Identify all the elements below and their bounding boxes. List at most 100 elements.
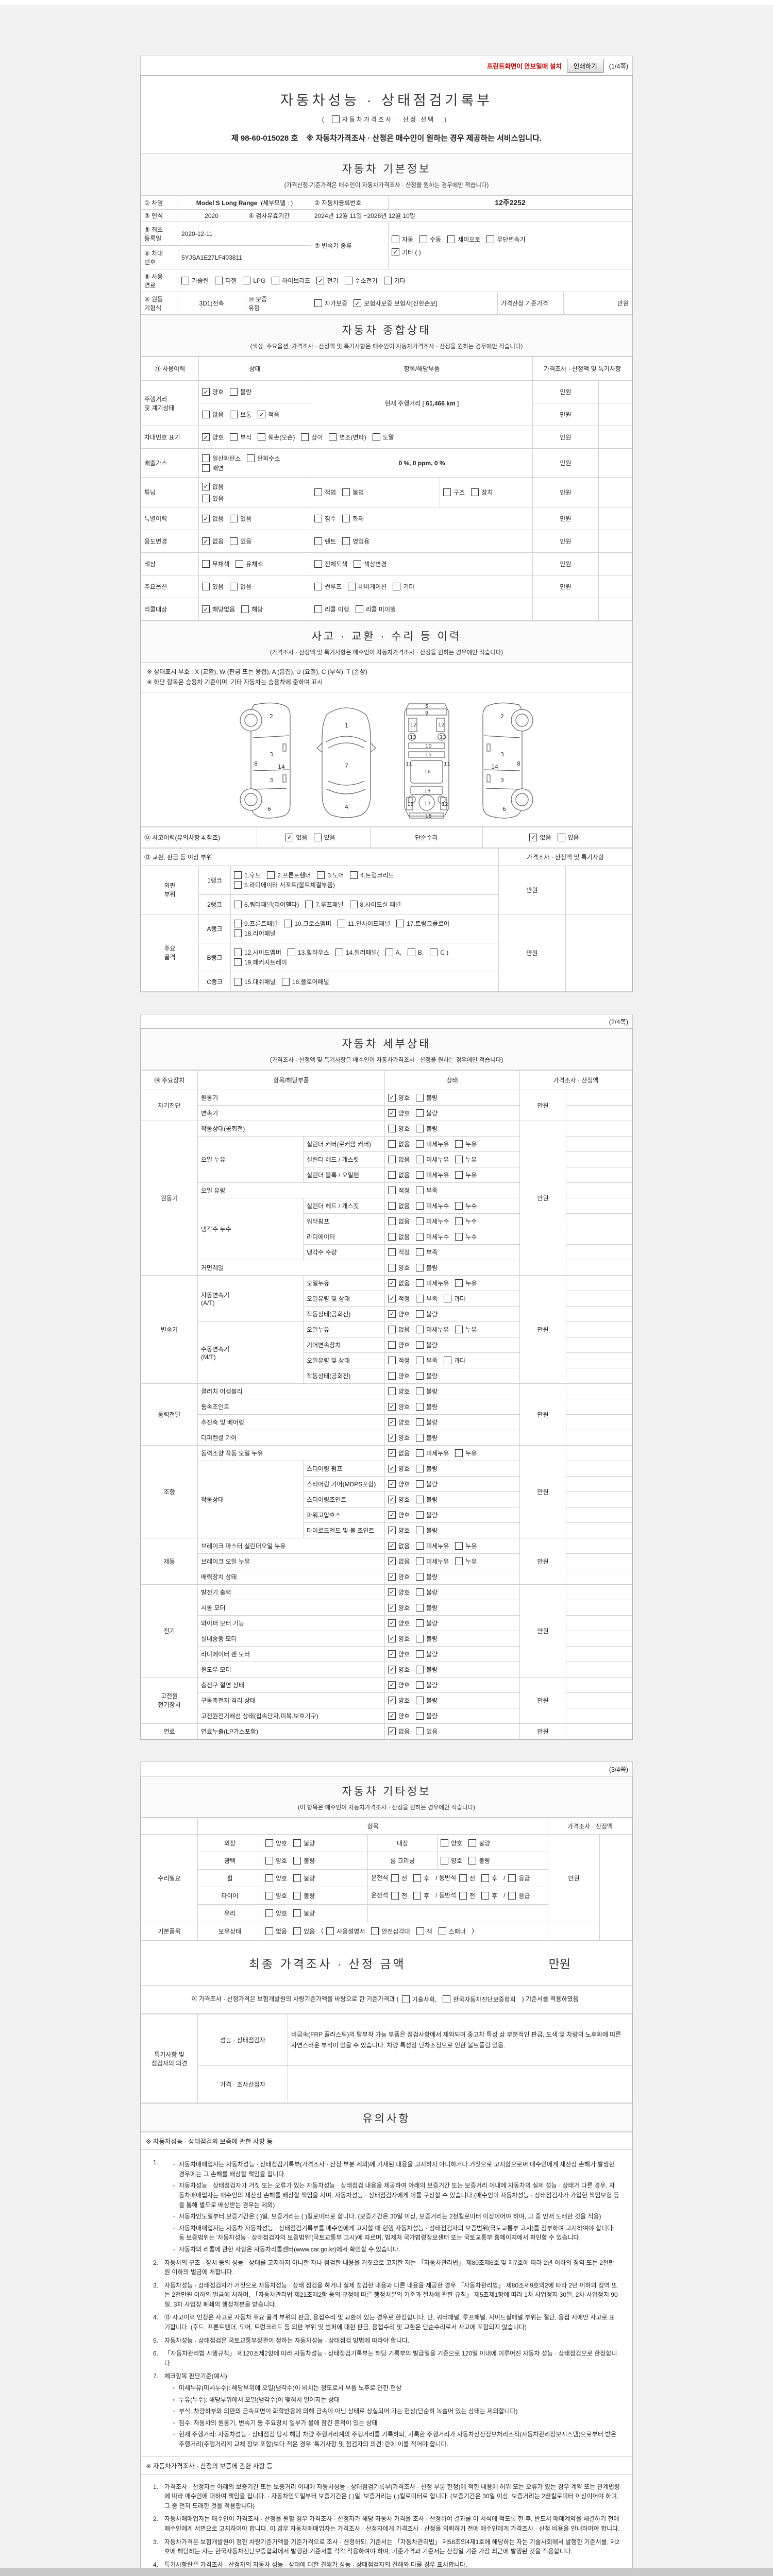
checkbox-불량[interactable] xyxy=(416,1433,424,1442)
checkbox-후[interactable] xyxy=(481,1891,490,1900)
checkbox-미세누유[interactable] xyxy=(416,1325,424,1333)
checkbox-양호[interactable]: ✓ xyxy=(388,1619,396,1627)
checkbox-불량[interactable] xyxy=(416,1387,424,1395)
checkbox-과다[interactable] xyxy=(444,1294,452,1302)
checkbox-양호[interactable]: ✓ xyxy=(388,1572,396,1581)
checkbox-응급[interactable] xyxy=(508,1891,516,1900)
checkbox-변조(변타)[interactable] xyxy=(329,433,337,441)
checkbox-양호[interactable] xyxy=(265,1874,273,1882)
checkbox-없음[interactable]: ✓ xyxy=(388,1541,396,1550)
checkbox-양호[interactable]: ✓ xyxy=(388,1480,396,1488)
checkbox-전[interactable] xyxy=(391,1891,399,1900)
checkbox-미세누유[interactable] xyxy=(416,1155,424,1163)
checkbox-해당없음[interactable]: ✓ xyxy=(202,605,210,613)
checkbox-많음[interactable] xyxy=(202,411,210,418)
checkbox-누수[interactable] xyxy=(455,1232,463,1241)
checkbox-보험사보증 보험사[신한손보][interactable]: ✓ xyxy=(354,299,362,307)
checkbox-기타 ( )[interactable]: ✓ xyxy=(392,248,399,256)
checkbox-양호[interactable]: ✓ xyxy=(388,1109,396,1117)
checkbox-스패너[interactable] xyxy=(438,1927,446,1935)
checkbox-양호[interactable] xyxy=(388,1371,396,1380)
checkbox-불량[interactable] xyxy=(293,1839,301,1847)
checkbox-누유[interactable] xyxy=(455,1279,463,1287)
checkbox-양호[interactable] xyxy=(441,1839,448,1847)
checkbox-양호[interactable] xyxy=(265,1909,273,1917)
checkbox-미세누유[interactable] xyxy=(416,1449,424,1457)
checkbox-9.프론트패널[interactable] xyxy=(234,920,242,928)
checkbox-19.패키지트레이[interactable] xyxy=(234,958,242,967)
checkbox-불량[interactable] xyxy=(416,1526,424,1534)
checkbox-후[interactable] xyxy=(413,1874,422,1882)
checkbox-양호[interactable]: ✓ xyxy=(388,1418,396,1426)
checkbox-양호[interactable]: ✓ xyxy=(388,1603,396,1612)
checkbox-리콜 미이행[interactable] xyxy=(355,605,363,613)
checkbox-불량[interactable] xyxy=(293,1909,301,1917)
checkbox-없음[interactable]: ✓ xyxy=(388,1449,396,1457)
checkbox-10.크로스멤버[interactable] xyxy=(284,920,292,928)
checkbox-양호[interactable] xyxy=(265,1891,273,1900)
checkbox-양호[interactable]: ✓ xyxy=(388,1402,396,1411)
checkbox-13.휠하우스[interactable] xyxy=(287,948,295,957)
checkbox-하이브리드[interactable] xyxy=(272,277,280,284)
checkbox-양호[interactable]: ✓ xyxy=(388,1650,396,1658)
checkbox-전[interactable] xyxy=(391,1874,399,1882)
checkbox-누유[interactable] xyxy=(455,1449,463,1457)
print-button[interactable]: 인쇄하기 xyxy=(566,59,604,73)
checkbox-A,[interactable] xyxy=(385,948,393,957)
checkbox-있음[interactable] xyxy=(230,537,238,545)
checkbox-누유[interactable] xyxy=(455,1541,463,1550)
checkbox-없음[interactable]: ✓ xyxy=(529,833,537,841)
checkbox-불량[interactable] xyxy=(416,1480,424,1488)
checkbox-무단변속기[interactable] xyxy=(486,235,495,243)
checkbox-렌트[interactable] xyxy=(314,537,322,545)
checkbox-불량[interactable] xyxy=(416,1109,424,1117)
checkbox-없음[interactable] xyxy=(388,1155,396,1163)
checkbox-수동[interactable] xyxy=(419,235,428,243)
checkbox-불량[interactable] xyxy=(416,1093,424,1101)
checkbox-양호[interactable] xyxy=(388,1387,396,1395)
checkbox-불량[interactable] xyxy=(293,1874,301,1882)
checkbox-불법[interactable] xyxy=(342,488,350,496)
checkbox-불량[interactable] xyxy=(416,1696,424,1704)
checkbox-3.도어[interactable] xyxy=(317,871,325,879)
checkbox-불량[interactable] xyxy=(416,1464,424,1472)
checkbox-전[interactable] xyxy=(459,1874,467,1882)
checkbox-누수[interactable] xyxy=(455,1217,463,1225)
checkbox-양호[interactable]: ✓ xyxy=(388,1588,396,1596)
checkbox-없음[interactable] xyxy=(388,1140,396,1148)
checkbox-미세누수[interactable] xyxy=(416,1232,424,1241)
checkbox-누유[interactable] xyxy=(455,1171,463,1179)
checkbox-불량[interactable] xyxy=(416,1495,424,1503)
checkbox-누유[interactable] xyxy=(455,1325,463,1333)
checkbox-구조[interactable] xyxy=(443,488,451,496)
checkbox-훼손(오손)[interactable] xyxy=(258,433,266,441)
checkbox-있음[interactable] xyxy=(230,515,238,522)
checkbox-양호[interactable] xyxy=(265,1856,273,1865)
checkbox-불량[interactable] xyxy=(416,1341,424,1349)
checkbox-양호[interactable]: ✓ xyxy=(388,1711,396,1720)
checkbox-수소전기[interactable] xyxy=(344,277,352,284)
checkbox-부식[interactable] xyxy=(230,433,238,441)
checkbox-없음[interactable]: ✓ xyxy=(388,1727,396,1735)
checkbox-불량[interactable] xyxy=(416,1681,424,1689)
checkbox-15.대쉬패널[interactable] xyxy=(234,977,242,986)
checkbox-불량[interactable] xyxy=(416,1619,424,1627)
checkbox-불량[interactable] xyxy=(230,388,238,396)
checkbox-미세누수[interactable] xyxy=(416,1217,424,1225)
checkbox-불량[interactable] xyxy=(416,1711,424,1720)
checkbox-양호[interactable]: ✓ xyxy=(388,1634,396,1642)
checkbox-불량[interactable] xyxy=(416,1634,424,1642)
checkbox-C )[interactable] xyxy=(430,948,438,957)
checkbox-7.루프패널[interactable] xyxy=(305,900,313,908)
print-warning-link[interactable]: 프린트화면이 안보일때 설치 xyxy=(486,63,562,70)
checkbox-18.리어패널[interactable] xyxy=(234,929,242,938)
checkbox-기술사회,[interactable] xyxy=(401,1995,410,2004)
checkbox-있음[interactable] xyxy=(202,494,210,502)
checkbox-네비게이션[interactable] xyxy=(348,583,356,590)
checkbox-6.쿼터패널(리어휀다)[interactable] xyxy=(234,900,242,908)
checkbox-부족[interactable] xyxy=(416,1248,424,1256)
checkbox-탄화수소[interactable] xyxy=(247,454,255,462)
checkbox-없음[interactable]: ✓ xyxy=(202,515,210,522)
checkbox-양호[interactable]: ✓ xyxy=(388,1310,396,1318)
checkbox-후[interactable] xyxy=(413,1891,422,1900)
